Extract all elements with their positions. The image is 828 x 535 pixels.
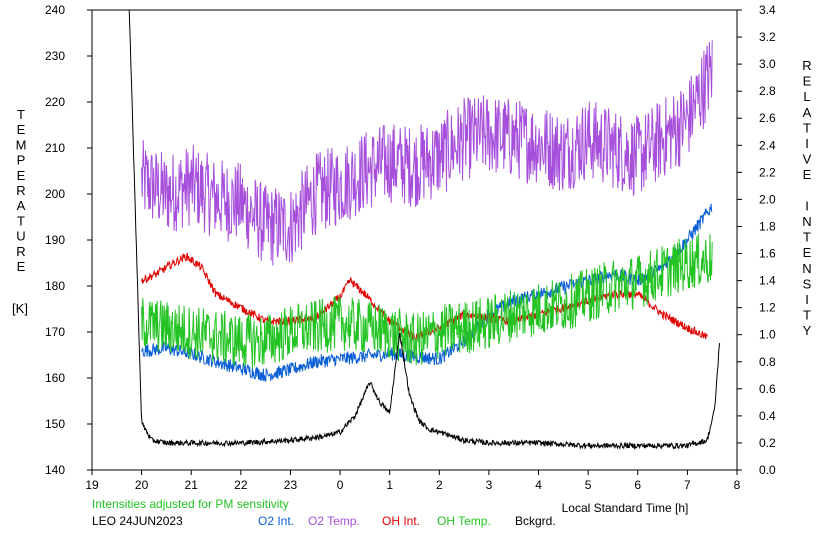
y-right-tick-label: 1.8 [759, 219, 776, 233]
series-o2-temp [141, 40, 713, 266]
x-tick-label: 6 [634, 478, 641, 492]
y-right-label-letter: E [803, 245, 812, 260]
y-right-tick-label: 2.4 [759, 138, 776, 152]
y-left-label-letter: A [17, 198, 26, 213]
y-right-label-letter: I [805, 136, 809, 151]
x-tick-label: 3 [486, 478, 493, 492]
y-right-label-letter: S [803, 276, 812, 291]
y-right-label-letter: N [802, 214, 811, 229]
series-oh-int [141, 252, 708, 341]
y-right-label-letter: I [805, 292, 809, 307]
y-right-tick-label: 2.2 [759, 165, 776, 179]
x-tick-label: 2 [436, 478, 443, 492]
y-left-label-letter: E [17, 259, 26, 274]
x-tick-label: 8 [734, 478, 741, 492]
y-left-tick-label: 230 [45, 49, 65, 63]
legend-entry: OH Int. [382, 514, 420, 528]
y-left-tick-label: 150 [45, 417, 65, 431]
y-left-tick-label: 190 [45, 233, 65, 247]
y-right-tick-label: 2.0 [759, 192, 776, 206]
y-left-label-letter: M [16, 137, 27, 152]
y-right-tick-label: 0.2 [759, 436, 776, 450]
series-oh-temp [141, 233, 713, 369]
x-tick-label: 5 [585, 478, 592, 492]
legend-entry: OH Temp. [437, 514, 491, 528]
y-left-tick-label: 220 [45, 95, 65, 109]
x-tick-label: 20 [135, 478, 149, 492]
y-right-tick-label: 1.0 [759, 328, 776, 342]
y-right-label-letter: T [803, 308, 811, 323]
y-right-label-letter: E [803, 167, 812, 182]
y-left-label-letter: E [17, 168, 26, 183]
x-tick-label: 23 [284, 478, 298, 492]
y-left-label-letter: U [16, 229, 25, 244]
y-left-label-letter: E [17, 122, 26, 137]
legend-entry: O2 Temp. [308, 514, 360, 528]
y-right-label-letter: Y [803, 323, 812, 338]
station-label: LEO 24JUN2023 [92, 514, 183, 528]
y-left-tick-label: 240 [45, 3, 65, 17]
y-left-label-letter: T [17, 107, 25, 122]
y-right-tick-label: 1.2 [759, 301, 776, 315]
y-right-label-letter: E [803, 74, 812, 89]
x-tick-label: 7 [684, 478, 691, 492]
y-right-label-letter: V [803, 152, 812, 167]
y-right-tick-label: 2.8 [759, 84, 776, 98]
y-right-label-letter: A [803, 105, 812, 120]
x-axis-label: Local Standard Time [h] [562, 501, 689, 515]
y-left-label-letter: T [17, 213, 25, 228]
y-left-tick-label: 200 [45, 187, 65, 201]
y-right-label-letter: T [803, 120, 811, 135]
y-right-label-letter: L [803, 89, 810, 104]
y-left-tick-label: 180 [45, 279, 65, 293]
y-left-tick-label: 170 [45, 325, 65, 339]
legend: O2 Int. O2 Temp. OH Int. OH Temp. Bckgrd. [258, 514, 556, 528]
x-tick-label: 0 [337, 478, 344, 492]
y-right-label-letter: T [803, 230, 811, 245]
y-right-tick-label: 3.0 [759, 57, 776, 71]
y-left-tick-label: 140 [45, 463, 65, 477]
x-tick-label: 22 [234, 478, 248, 492]
y-right-tick-label: 3.4 [759, 3, 776, 17]
y-right-tick-label: 3.2 [759, 30, 776, 44]
x-tick-label: 19 [85, 478, 99, 492]
y-right-tick-label: 0.0 [759, 463, 776, 477]
y-right-tick-label: 1.4 [759, 274, 776, 288]
y-right-label-letter: N [802, 261, 811, 276]
plot-frame [91, 9, 738, 471]
x-tick-label: 4 [535, 478, 542, 492]
y-right-tick-label: 0.8 [759, 355, 776, 369]
y-right-label-letter: I [805, 198, 809, 213]
legend-entry: Bckgrd. [515, 514, 556, 528]
y-left-unit: [K] [12, 301, 28, 316]
y-right-tick-label: 2.6 [759, 111, 776, 125]
y-left-label-letter: R [16, 183, 25, 198]
y-right-tick-label: 0.4 [759, 409, 776, 423]
y-right-label-letter: R [802, 58, 811, 73]
y-right-tick-label: 1.6 [759, 247, 776, 261]
y-right-tick-label: 0.6 [759, 382, 776, 396]
y-left-tick-label: 160 [45, 371, 65, 385]
series-bckgrd [128, 10, 721, 451]
adjustment-note: Intensities adjusted for PM sensitivity [92, 497, 289, 511]
legend-entry: O2 Int. [258, 514, 294, 528]
tick-layer: 19 20 21 22 23 0 1 2 3 4 5 6 7 8140150160170180190200… [45, 3, 776, 492]
y-left-label-letter: P [17, 153, 26, 168]
x-tick-label: 1 [386, 478, 393, 492]
y-left-label-letter: R [16, 244, 25, 259]
y-left-tick-label: 210 [45, 141, 65, 155]
x-tick-label: 21 [185, 478, 199, 492]
series-layer [128, 10, 721, 451]
